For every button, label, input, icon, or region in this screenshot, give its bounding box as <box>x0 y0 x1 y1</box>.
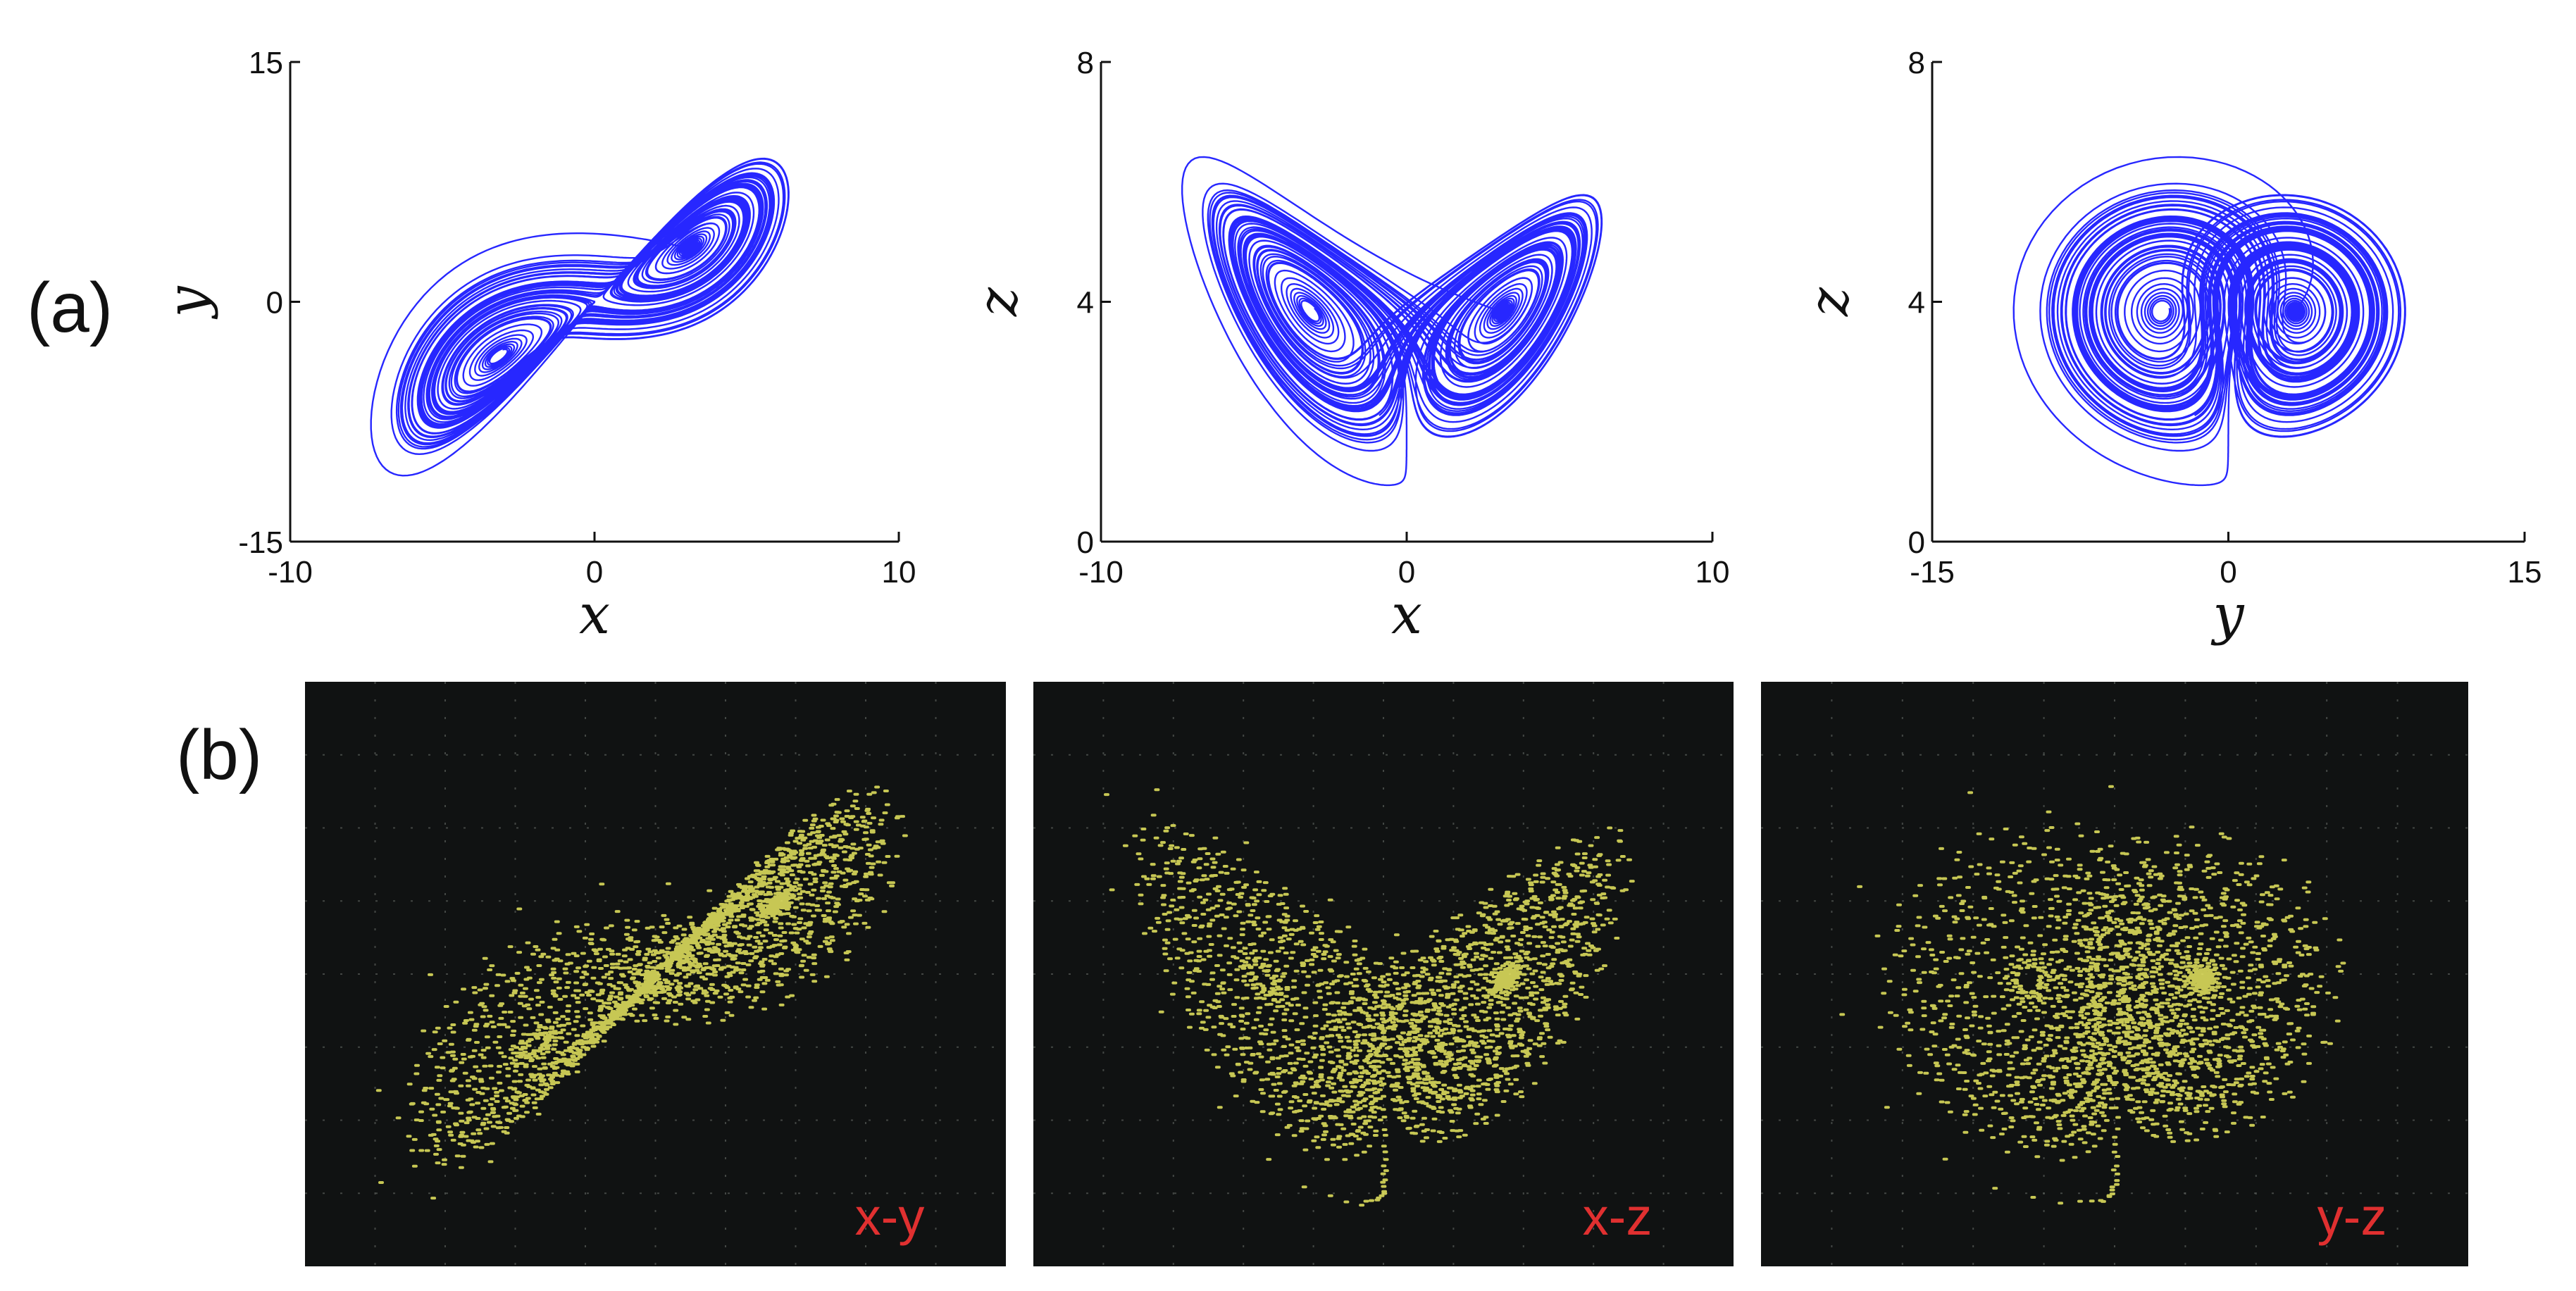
y-tick-label: 4 <box>1077 286 1094 320</box>
attractor-trajectory <box>1181 156 1603 487</box>
scope-screen-1: x-y <box>305 682 1006 1266</box>
y-tick-label: 0 <box>266 286 283 320</box>
scope-annotation: x-y <box>855 1187 925 1246</box>
x-tick-label: 0 <box>2220 555 2236 590</box>
attractor-trajectory <box>2012 156 2406 487</box>
scope-trace-dots <box>1104 788 1635 1207</box>
scope-screen-2: x-z <box>1033 682 1734 1266</box>
y-tick-label: 15 <box>249 46 283 80</box>
y-tick-label: 0 <box>1077 525 1094 560</box>
x-axis-label: x <box>1391 583 1422 647</box>
y-axis-label: z <box>1798 287 1861 317</box>
chart-a-1: -10 0 10 -15 0 15 x y <box>156 46 916 647</box>
x-tick-label: -10 <box>268 555 313 590</box>
scope-annotation: x-z <box>1583 1187 1653 1246</box>
y-tick-label: 4 <box>1908 286 1925 320</box>
y-axis-label: z <box>966 287 1030 317</box>
scope-trace-dots <box>1839 785 2346 1205</box>
y-tick-label: 0 <box>1908 525 1925 560</box>
scope-background <box>1033 682 1734 1266</box>
x-tick-label: 15 <box>2508 555 2542 590</box>
x-axis-label: y <box>2210 583 2244 647</box>
panel-label-a: (a) <box>27 268 113 347</box>
scope-annotation: y-z <box>2317 1187 2387 1246</box>
y-axis-label: y <box>156 286 219 320</box>
y-tick-label: -15 <box>238 525 283 560</box>
x-tick-label: 0 <box>1398 555 1415 590</box>
x-tick-label: 0 <box>586 555 603 590</box>
x-tick-label: -15 <box>1910 555 1955 590</box>
x-axis-label: x <box>579 583 610 647</box>
y-tick-label: 8 <box>1908 46 1925 80</box>
attractor-trajectory <box>370 157 790 477</box>
x-tick-label: -10 <box>1078 555 1124 590</box>
scope-screen-3: y-z <box>1761 682 2468 1266</box>
panel-label-b: (b) <box>176 716 263 794</box>
y-tick-label: 8 <box>1077 46 1094 80</box>
x-tick-label: 10 <box>1695 555 1730 590</box>
scope-trace-dots <box>375 785 908 1200</box>
oscilloscope-captures: x-y x-z y-z <box>305 682 2468 1266</box>
x-tick-label: 10 <box>882 555 916 590</box>
